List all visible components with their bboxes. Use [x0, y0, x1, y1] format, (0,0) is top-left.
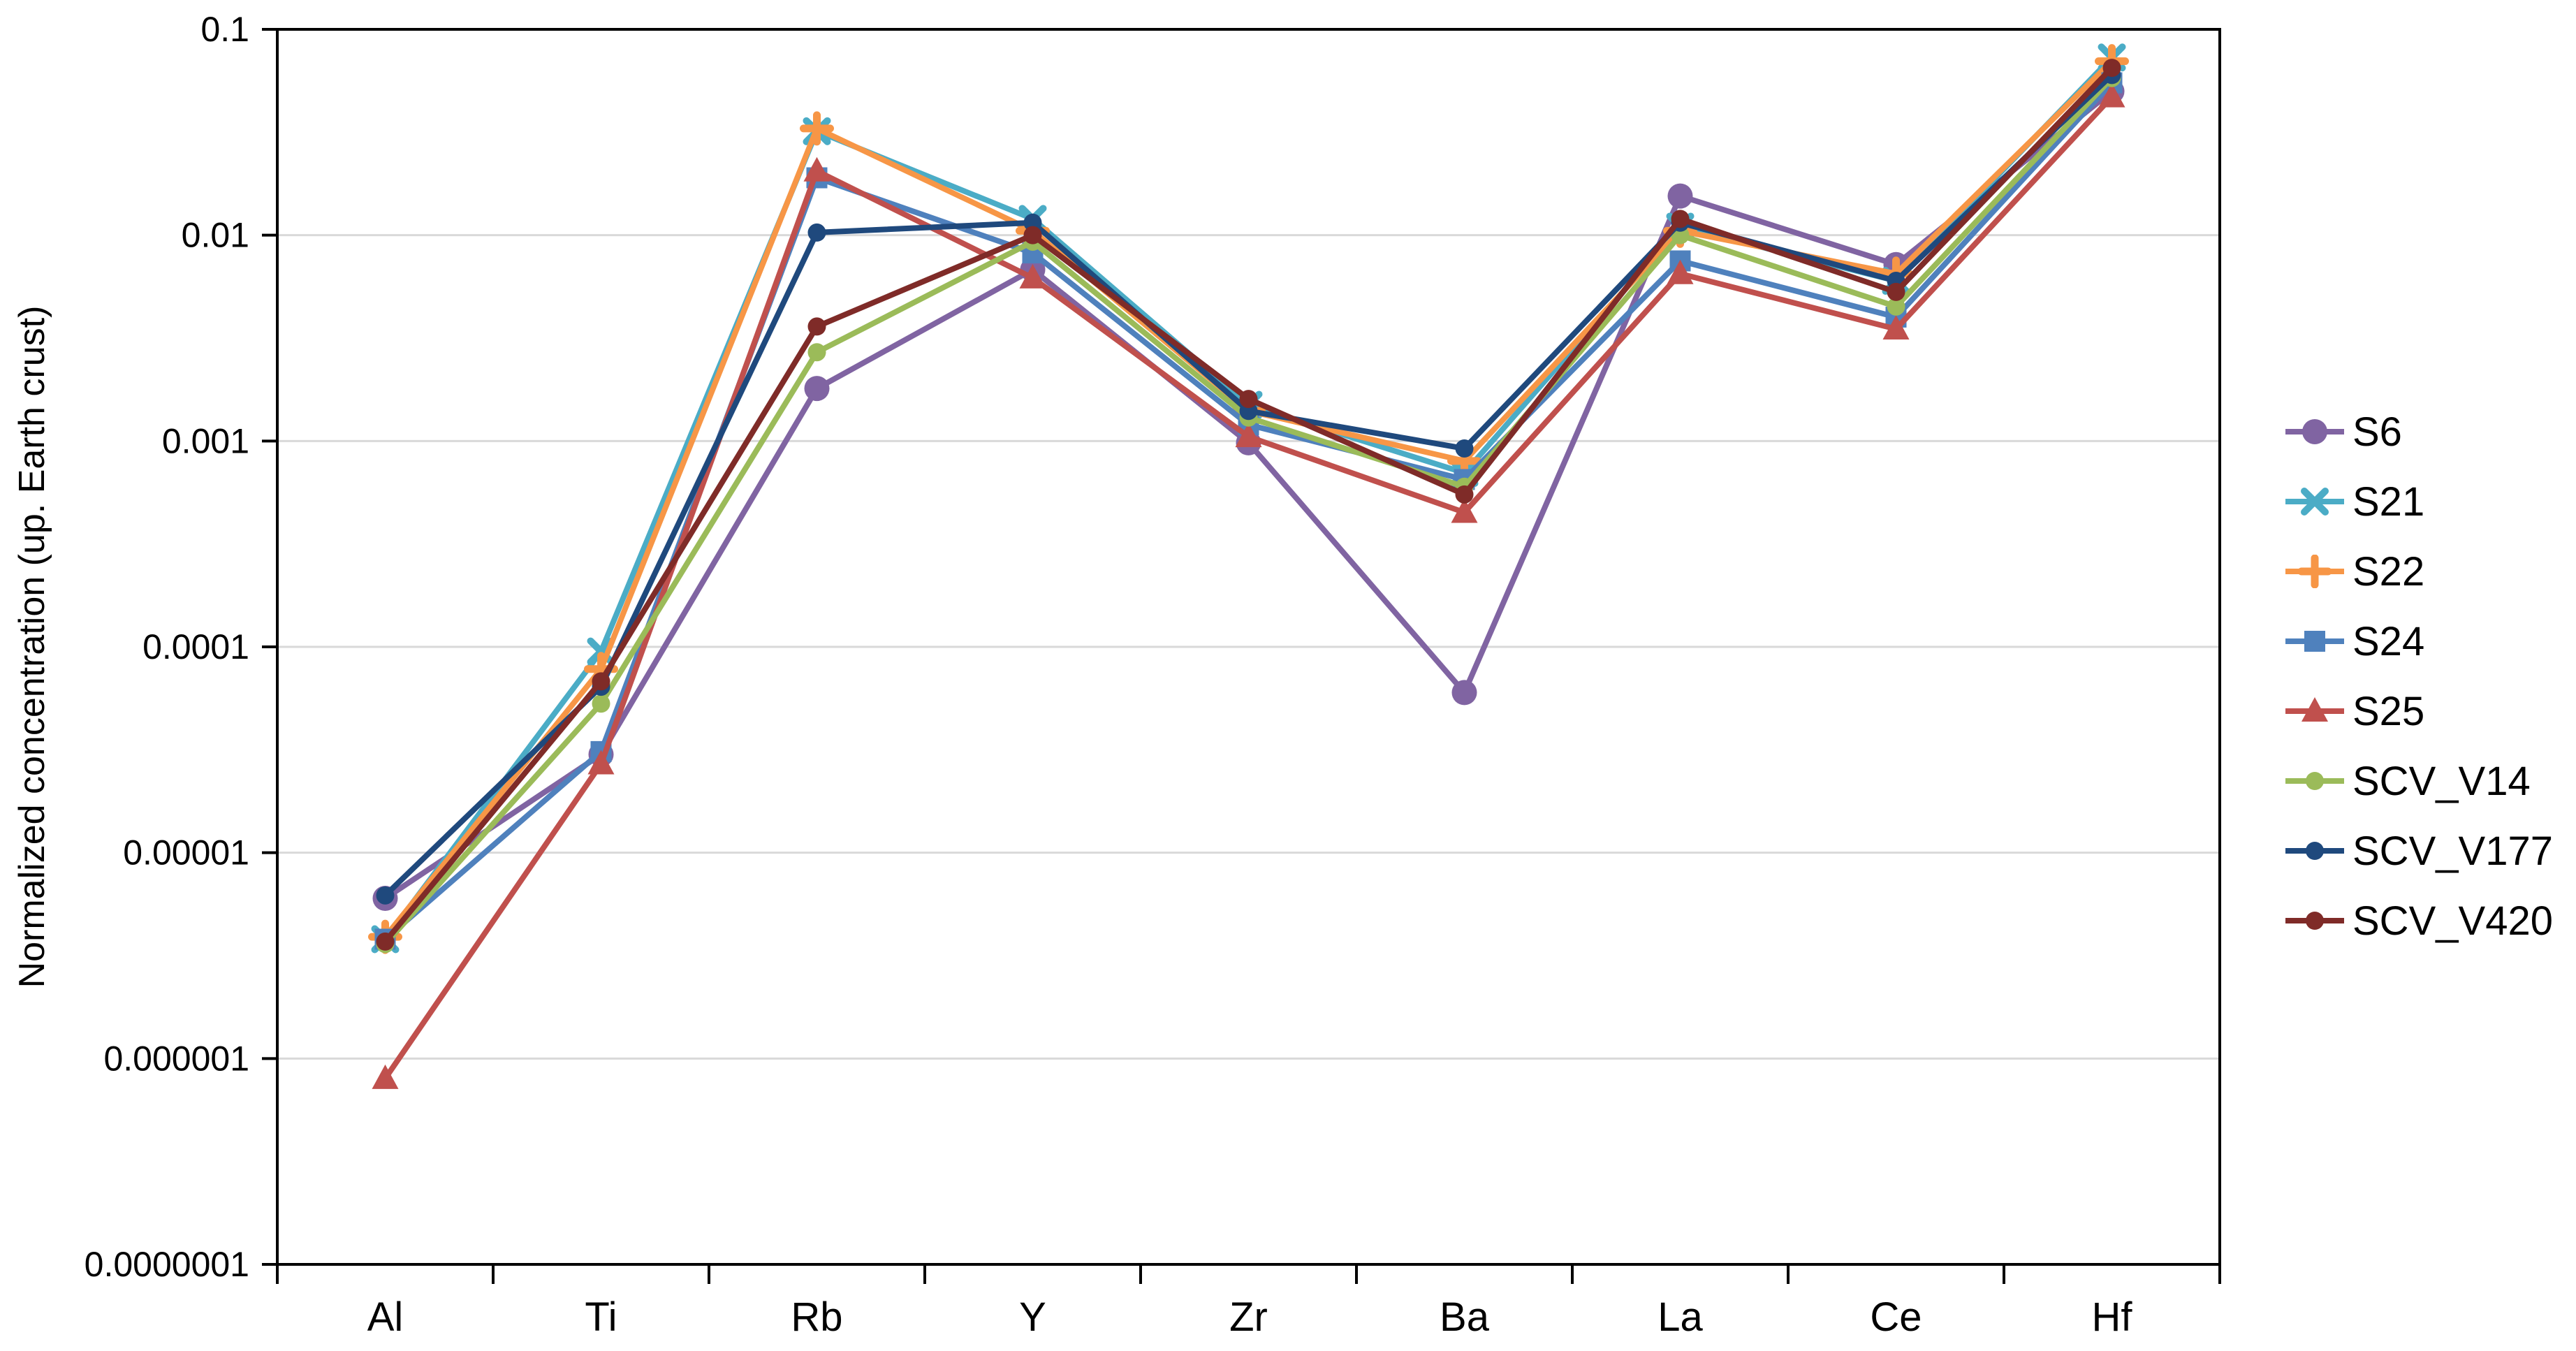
series-line-S6 — [382, 88, 2115, 902]
legend-marker-SCV_V177 — [2285, 842, 2344, 860]
y-tick-label: 0.00001 — [123, 833, 249, 872]
marker-SCV_V420-Ce — [1887, 282, 1905, 301]
x-tick-label: Ti — [585, 1294, 617, 1340]
marker-S25-Ba — [1451, 498, 1478, 523]
legend-marker-SCV_V14 — [2285, 772, 2344, 790]
marker-S25-Hf — [2098, 82, 2125, 108]
x-tick-label: Rb — [791, 1294, 842, 1340]
legend-marker-glyph — [2306, 912, 2324, 930]
x-tick-label: Zr — [1229, 1294, 1268, 1340]
legend-marker-glyph — [2302, 419, 2327, 444]
y-tick-label: 0.1 — [200, 10, 249, 49]
legend-label-S22: S22 — [2352, 548, 2425, 594]
marker-SCV_V14-Rb — [807, 343, 826, 362]
legend-item-SCV_V14: SCV_V14 — [2283, 746, 2553, 816]
y-tick-label: 0.000001 — [103, 1039, 249, 1078]
marker-S25-Rb — [803, 156, 830, 182]
series-line-S22 — [382, 58, 2115, 940]
marker-SCV_V420-Ba — [1455, 485, 1474, 504]
legend-item-S6: S6 — [2283, 397, 2553, 467]
legend-label-SCV_V420: SCV_V420 — [2352, 898, 2553, 944]
x-tick-label: Ce — [1870, 1294, 1922, 1340]
legend-label-S21: S21 — [2352, 479, 2425, 525]
legend-item-SCV_V420: SCV_V420 — [2283, 886, 2553, 956]
legend-marker-glyph — [2301, 697, 2328, 722]
legend-label-SCV_V177: SCV_V177 — [2352, 828, 2553, 874]
series-line-SCV_V177 — [382, 72, 2115, 898]
marker-S25-Ce — [1882, 315, 1910, 340]
series-line-S25 — [382, 94, 2115, 1081]
marker-SCV_V14-Ce — [1887, 297, 1905, 316]
marker-S6-Rb — [804, 376, 830, 402]
y-tick-label: 0.0001 — [142, 627, 249, 666]
marker-SCV_V420-Y — [1023, 226, 1042, 244]
marker-S25-La — [1667, 259, 1694, 284]
series-line-SCV_V420 — [382, 65, 2115, 944]
x-tick-label: La — [1657, 1294, 1703, 1340]
legend-marker-glyph — [2306, 772, 2324, 790]
marker-SCV_V420-Rb — [807, 317, 826, 336]
marker-S25-Y — [1019, 263, 1046, 289]
x-tick-label: Y — [1019, 1294, 1046, 1340]
y-tick-label: 0.001 — [162, 421, 249, 460]
marker-SCV_V420-Zr — [1239, 390, 1258, 409]
marker-SCV_V14-Ti — [592, 694, 610, 713]
y-axis-title: Normalized concentration (up. Earth crus… — [12, 305, 52, 988]
marker-SCV_V177-Ba — [1455, 439, 1474, 458]
marker-S6-La — [1667, 183, 1693, 209]
marker-SCV_V177-Al — [376, 886, 395, 905]
legend-item-SCV_V177: SCV_V177 — [2283, 816, 2553, 886]
marker-SCV_V177-Rb — [807, 223, 826, 242]
legend-label-S6: S6 — [2352, 409, 2402, 455]
legend: S6 S21 S22 S24 S25 SCV_V14 SCV_V177 SCV_V420 — [2283, 397, 2553, 956]
marker-S25-Ti — [587, 750, 615, 775]
marker-SCV_V177-Y — [1023, 213, 1042, 232]
x-tick-label: Hf — [2092, 1294, 2133, 1340]
legend-marker-S25 — [2285, 697, 2344, 722]
legend-item-S25: S25 — [2283, 676, 2553, 746]
legend-marker-S22 — [2285, 555, 2344, 588]
legend-marker-glyph — [2304, 631, 2325, 652]
y-tick-label: 0.01 — [182, 216, 249, 255]
legend-marker-S21 — [2285, 488, 2344, 516]
legend-marker-SCV_V420 — [2285, 912, 2344, 930]
legend-marker-glyph — [2306, 842, 2324, 860]
x-tick-label: Al — [367, 1294, 404, 1340]
marker-SCV_V420-Hf — [2102, 59, 2121, 78]
marker-S22-Rb — [800, 111, 834, 146]
legend-label-S25: S25 — [2352, 688, 2425, 734]
legend-item-S21: S21 — [2283, 467, 2553, 536]
series-line-S21 — [382, 54, 2115, 942]
legend-label-SCV_V14: SCV_V14 — [2352, 758, 2531, 804]
legend-marker-S6 — [2285, 419, 2344, 444]
series-line-SCV_V14 — [382, 75, 2115, 947]
marker-SCV_V420-La — [1671, 210, 1690, 228]
legend-marker-S24 — [2285, 631, 2344, 652]
marker-S25-Zr — [1235, 423, 1262, 448]
legend-item-S24: S24 — [2283, 606, 2553, 676]
marker-SCV_V420-Ti — [592, 672, 610, 691]
legend-label-S24: S24 — [2352, 618, 2425, 664]
marker-SCV_V420-Al — [376, 932, 395, 951]
marker-S6-Ba — [1451, 680, 1477, 706]
series-line-S24 — [382, 80, 2115, 942]
x-tick-label: Ba — [1440, 1294, 1490, 1340]
legend-item-S22: S22 — [2283, 536, 2553, 606]
y-tick-label: 0.0000001 — [85, 1245, 249, 1284]
legend-marker-glyph — [2297, 555, 2332, 588]
legend-marker-glyph — [2301, 488, 2329, 516]
marker-S25-Al — [372, 1064, 399, 1089]
